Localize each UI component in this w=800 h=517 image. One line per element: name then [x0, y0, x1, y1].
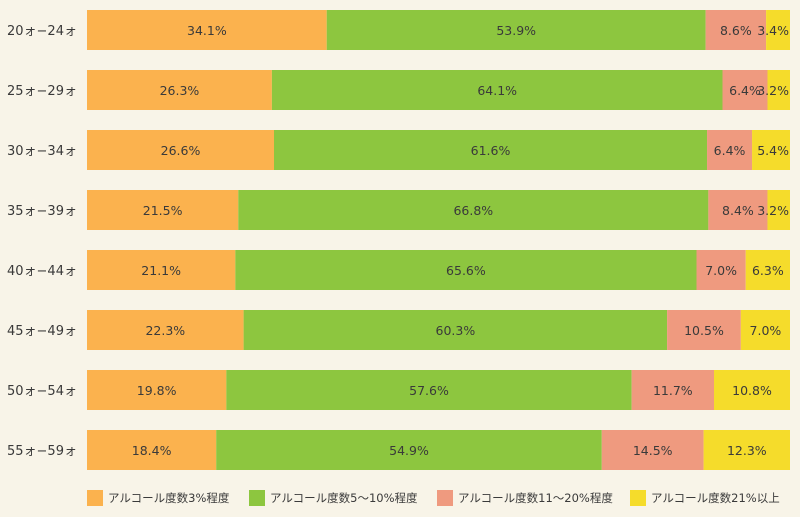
data-label: 12.3% — [727, 443, 767, 458]
data-label: 6.3% — [752, 263, 784, 278]
legend-label: アルコール度数21%以上 — [651, 491, 780, 505]
data-label: 26.6% — [161, 143, 201, 158]
data-label: 18.4% — [132, 443, 172, 458]
data-label: 5.4% — [757, 143, 789, 158]
data-label: 6.4% — [714, 143, 746, 158]
legend-swatch — [437, 490, 453, 506]
bar-segment — [87, 250, 236, 290]
bar-segment — [326, 10, 706, 50]
legend-swatch — [630, 490, 646, 506]
bar-segment — [714, 370, 790, 410]
bar-segment — [271, 70, 723, 110]
data-label: 60.3% — [436, 323, 476, 338]
bar-segment — [745, 250, 790, 290]
legend-item: アルコール度数5〜10%程度 — [249, 490, 418, 506]
data-label: 7.0% — [750, 323, 782, 338]
data-label: 19.8% — [137, 383, 177, 398]
data-label: 34.1% — [187, 23, 227, 38]
bar-segment — [87, 310, 244, 350]
bar-segment — [705, 10, 767, 50]
data-label: 22.3% — [145, 323, 185, 338]
bar-segment — [87, 190, 239, 230]
bar-segment — [216, 430, 602, 470]
data-label: 8.6% — [720, 23, 752, 38]
row-label: 55ォ−59ォ — [7, 444, 77, 459]
row-label: 30ォ−34ォ — [7, 144, 77, 159]
data-label: 11.7% — [653, 383, 693, 398]
bar-segment — [631, 370, 714, 410]
row-label: 25ォ−29ォ — [7, 84, 77, 99]
data-label: 57.6% — [409, 383, 449, 398]
bar-segment — [766, 10, 790, 50]
legend-label: アルコール度数11〜20%程度 — [458, 491, 613, 505]
data-label: 53.9% — [496, 23, 536, 38]
data-label: 3.2% — [757, 203, 789, 218]
data-label: 10.8% — [732, 383, 772, 398]
bar-segment — [740, 310, 790, 350]
bar-segment — [274, 130, 708, 170]
data-label: 64.1% — [477, 83, 517, 98]
legend-item: アルコール度数21%以上 — [630, 490, 780, 506]
bar-segment — [707, 130, 753, 170]
data-label: 26.3% — [160, 83, 200, 98]
data-label: 3.4% — [757, 23, 789, 38]
legend: アルコール度数3%程度 アルコール度数5〜10%程度 アルコール度数11〜20%程度… — [0, 484, 800, 512]
bar-segment — [87, 10, 327, 50]
data-label: 8.4% — [722, 203, 754, 218]
bar-segment — [752, 130, 790, 170]
bar-segment — [226, 370, 632, 410]
data-label: 7.0% — [705, 263, 737, 278]
bar-segment — [722, 70, 768, 110]
bar-segment — [696, 250, 746, 290]
stacked-bar-chart: 20ォ−24ォ 34.1% 53.9% 8.6% 3.4% 25ォ−29ォ 26.3% 64.… — [7, 10, 790, 470]
data-label: 3.2% — [757, 83, 789, 98]
bar-segment — [767, 190, 790, 230]
bar-segment — [87, 70, 272, 110]
bar-segment — [87, 130, 274, 170]
data-label: 66.8% — [453, 203, 493, 218]
legend-label: アルコール度数5〜10%程度 — [270, 491, 418, 505]
legend-swatch — [249, 490, 265, 506]
bar-segment — [87, 430, 217, 470]
row-label: 45ォ−49ォ — [7, 324, 77, 339]
bar-segment — [243, 310, 668, 350]
row-label: 50ォ−54ォ — [7, 384, 77, 399]
data-label: 65.6% — [446, 263, 486, 278]
row-label: 20ォ−24ォ — [7, 24, 77, 39]
bar-segment — [87, 370, 227, 410]
bar-segment — [767, 70, 790, 110]
bar-segment — [703, 430, 790, 470]
data-label: 21.5% — [143, 203, 183, 218]
legend-label: アルコール度数3%程度 — [108, 491, 230, 505]
legend-item: アルコール度数3%程度 — [87, 490, 229, 506]
data-label: 61.6% — [471, 143, 511, 158]
row-label: 35ォ−39ォ — [7, 204, 77, 219]
bar-segment — [708, 190, 768, 230]
bar-segment — [667, 310, 741, 350]
bar-segment — [601, 430, 704, 470]
bar-segment — [235, 250, 697, 290]
data-label: 54.9% — [389, 443, 429, 458]
data-label: 14.5% — [633, 443, 673, 458]
legend-swatch — [87, 490, 103, 506]
row-label: 40ォ−44ォ — [7, 264, 77, 279]
data-label: 10.5% — [684, 323, 724, 338]
data-label: 21.1% — [141, 263, 181, 278]
data-label: 6.4% — [729, 83, 761, 98]
bar-segment — [238, 190, 709, 230]
legend-item: アルコール度数11〜20%程度 — [437, 490, 613, 506]
